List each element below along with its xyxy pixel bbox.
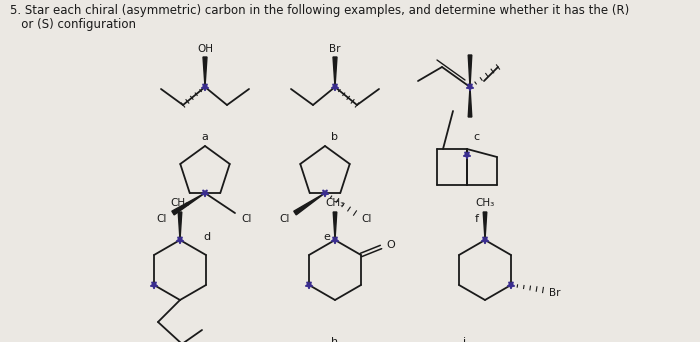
- Polygon shape: [483, 212, 486, 240]
- Polygon shape: [321, 190, 328, 197]
- Text: f: f: [475, 214, 479, 224]
- Text: e: e: [323, 232, 330, 242]
- Polygon shape: [333, 57, 337, 87]
- Text: O: O: [386, 240, 395, 250]
- Polygon shape: [150, 282, 158, 289]
- Text: Cl: Cl: [157, 214, 167, 224]
- Text: b: b: [332, 132, 339, 142]
- Text: OH: OH: [197, 44, 213, 54]
- Polygon shape: [508, 282, 514, 289]
- Polygon shape: [202, 190, 209, 197]
- Text: Cl: Cl: [280, 214, 290, 224]
- Polygon shape: [468, 55, 472, 87]
- Text: Cl: Cl: [241, 214, 252, 224]
- Polygon shape: [203, 57, 207, 87]
- Text: c: c: [473, 132, 479, 142]
- Text: a: a: [202, 132, 209, 142]
- Polygon shape: [331, 84, 339, 91]
- Polygon shape: [468, 87, 472, 117]
- Polygon shape: [463, 152, 470, 159]
- Text: CH₃: CH₃: [475, 198, 495, 208]
- Text: 5. Star each chiral (asymmetric) carbon in the following examples, and determine: 5. Star each chiral (asymmetric) carbon …: [10, 4, 629, 17]
- Text: h: h: [331, 337, 339, 342]
- Text: i: i: [463, 337, 467, 342]
- Polygon shape: [333, 212, 337, 240]
- Polygon shape: [178, 212, 182, 240]
- Text: Br: Br: [329, 44, 341, 54]
- Polygon shape: [331, 237, 339, 244]
- Polygon shape: [482, 237, 489, 244]
- Polygon shape: [172, 193, 205, 215]
- Text: or (S) configuration: or (S) configuration: [10, 18, 136, 31]
- Polygon shape: [305, 282, 313, 289]
- Text: Br: Br: [550, 288, 561, 298]
- Text: CH₃: CH₃: [170, 198, 190, 208]
- Polygon shape: [294, 193, 325, 215]
- Polygon shape: [202, 84, 209, 91]
- Text: CH₃: CH₃: [326, 198, 344, 208]
- Text: Cl: Cl: [362, 214, 372, 224]
- Polygon shape: [176, 237, 183, 244]
- Polygon shape: [466, 84, 474, 91]
- Text: d: d: [204, 232, 211, 242]
